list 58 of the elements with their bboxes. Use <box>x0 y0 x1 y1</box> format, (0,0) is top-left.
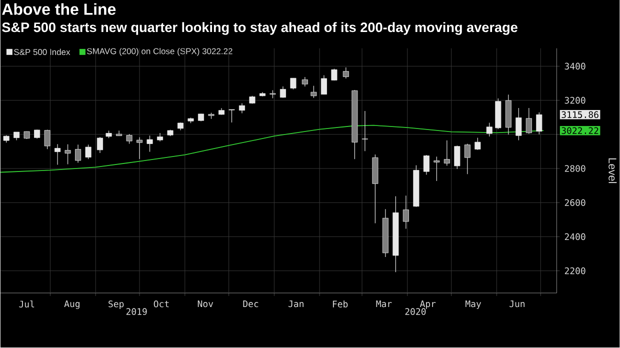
y-tick-label: 2400 <box>564 234 586 240</box>
x-tick-label: Jan <box>288 300 304 308</box>
y-tick-label: 2600 <box>564 199 586 206</box>
x-tick-label: Sep <box>108 300 124 310</box>
x-tick-label: Jul <box>19 300 34 308</box>
text: 2020 <box>405 308 426 316</box>
x-tick-label: Apr <box>420 300 436 310</box>
candlestick <box>85 144 92 160</box>
candlestick <box>75 144 82 164</box>
candlestick <box>444 140 450 166</box>
candlestick <box>64 144 71 165</box>
candlestick <box>34 130 40 140</box>
text: 2019 <box>126 308 147 316</box>
candlestick <box>516 108 522 141</box>
candlestick <box>474 138 481 150</box>
candlestick <box>302 76 308 88</box>
candlestick <box>320 75 327 95</box>
candlestick <box>136 137 143 160</box>
candlestick <box>362 110 368 152</box>
y-tick-label: 2200 <box>564 268 586 274</box>
chart-title: Above the Line <box>2 3 116 16</box>
chart-subtitle: S&P 500 starts new quarter looking to stay ahead of its 200-day moving average <box>2 22 518 36</box>
candlestick <box>228 109 235 123</box>
x-tick-label: Mar <box>376 300 392 308</box>
text: 3022.22 <box>562 127 598 134</box>
legend-label: SMAVG (200) on Close (SPX) 3022.22 <box>87 48 232 56</box>
x-tick-label: Oct <box>154 300 169 308</box>
y-axis-title: Level <box>608 158 617 184</box>
x-tick-label: May <box>466 300 482 310</box>
candlestick <box>486 122 492 137</box>
x-tick-label: Nov <box>198 300 214 308</box>
candlestick <box>146 136 153 152</box>
y-tick-label: 3400 <box>564 63 586 70</box>
x-tick-label: Dec <box>243 300 258 308</box>
candlestick <box>96 136 104 154</box>
candlestick <box>54 144 61 166</box>
candlestick <box>157 132 164 142</box>
candlestick <box>342 67 349 80</box>
y-tick-label: 3200 <box>564 97 586 104</box>
candlestick <box>116 130 122 136</box>
candlestick <box>44 130 50 150</box>
candlestick <box>310 86 317 98</box>
candlestick <box>464 144 470 175</box>
text: 3115.86 <box>562 111 598 118</box>
x-tick-label: Aug <box>64 300 80 310</box>
candlestick <box>238 103 245 114</box>
candlestick <box>434 156 440 182</box>
candlestick <box>454 146 460 170</box>
y-tick-label: 2800 <box>564 165 586 172</box>
candlestick <box>126 134 132 144</box>
candlestick <box>526 108 532 134</box>
x-tick-label: Jun <box>510 300 525 308</box>
candlestick <box>423 154 430 176</box>
candlestick <box>536 112 542 135</box>
candlestick <box>402 196 409 230</box>
x-tick-label: Feb <box>332 300 348 308</box>
legend-label: S&P 500 Index <box>14 49 70 56</box>
candlestick <box>290 78 296 90</box>
